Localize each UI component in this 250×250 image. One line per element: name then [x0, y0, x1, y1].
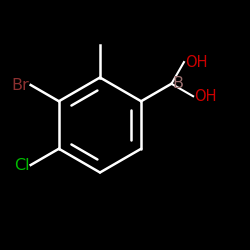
Text: Cl: Cl: [14, 158, 30, 172]
Text: Br: Br: [12, 78, 30, 92]
Text: B: B: [173, 76, 184, 91]
Text: OH: OH: [185, 54, 208, 70]
Text: OH: OH: [194, 89, 217, 104]
